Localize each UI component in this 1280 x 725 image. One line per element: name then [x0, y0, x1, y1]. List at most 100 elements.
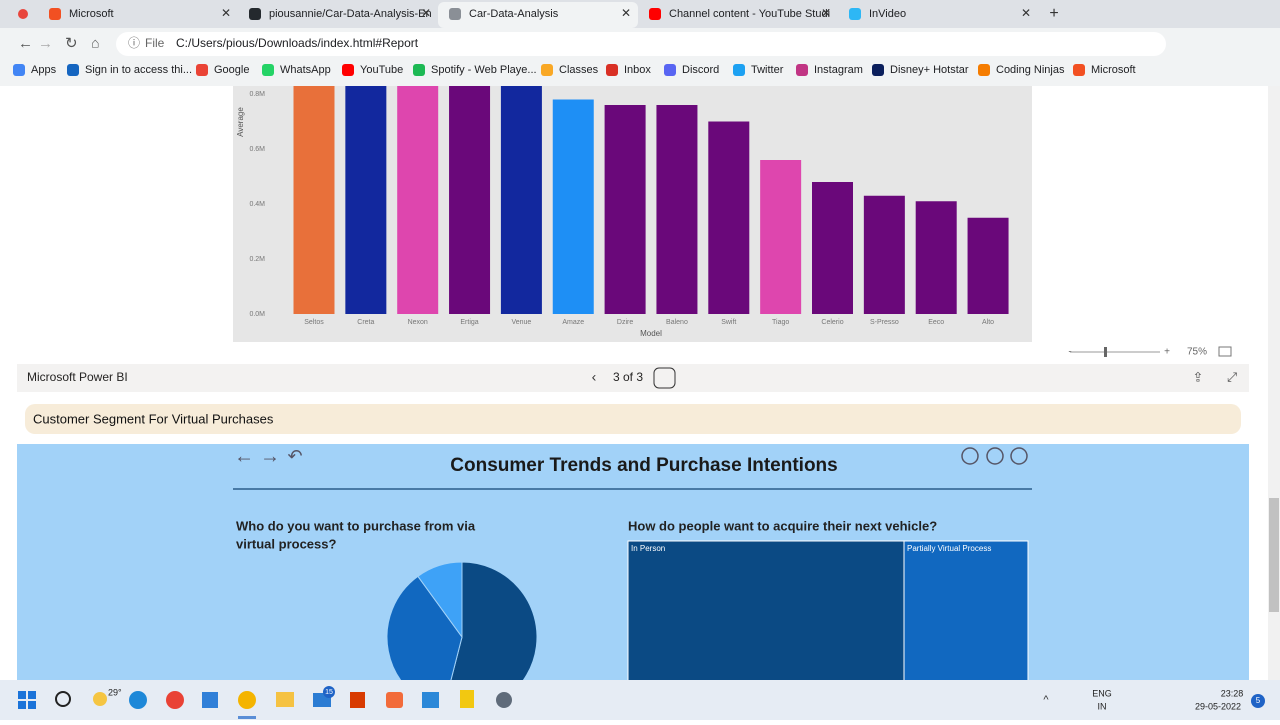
bookmark[interactable]: Microsoft [1091, 64, 1136, 76]
start[interactable] [18, 691, 36, 709]
zoom-in[interactable]: + [1164, 347, 1170, 358]
chrome[interactable] [166, 691, 184, 709]
powerbi[interactable] [460, 690, 474, 708]
bar[interactable] [397, 78, 439, 315]
bookmark-icon [796, 64, 808, 76]
nav-back[interactable]: ← [234, 445, 254, 467]
bar[interactable] [293, 67, 335, 315]
tab-title[interactable]: Microsoft [69, 8, 114, 20]
bookmark-icon [342, 64, 354, 76]
omnibox[interactable] [116, 32, 1166, 56]
pie-slice[interactable] [417, 561, 463, 639]
bookmark[interactable]: Apps [31, 64, 57, 76]
home[interactable]: ⌂ [91, 35, 99, 51]
todo[interactable] [202, 692, 218, 708]
address[interactable]: C:/Users/pious/Downloads/index.html#Repo… [176, 36, 419, 50]
bookmark[interactable]: Inbox [624, 64, 651, 76]
bookmark[interactable]: Spotify - Web Playe... [431, 64, 537, 76]
prev-page[interactable]: ‹ [592, 369, 597, 385]
tab-favicon [249, 8, 261, 20]
x-tick-label: Venue [511, 319, 531, 326]
bookmark-icon [541, 64, 553, 76]
btn-help[interactable] [1010, 447, 1028, 465]
tab-close[interactable]: ✕ [421, 6, 431, 20]
bookmark[interactable]: Instagram [814, 64, 863, 76]
new-tab[interactable]: + [1049, 5, 1058, 22]
nav-forward[interactable]: → [260, 445, 280, 467]
share[interactable]: ⇪ [1193, 369, 1204, 384]
weather-icon [93, 692, 107, 706]
pbi-brand: Microsoft Power BI [27, 370, 128, 384]
tab-close[interactable]: ✕ [621, 6, 631, 20]
chrome-active[interactable] [238, 691, 256, 709]
bar[interactable] [708, 121, 750, 315]
tab-close[interactable]: ✕ [221, 6, 231, 20]
store[interactable] [422, 692, 439, 708]
bookmark[interactable]: Sign in to access thi... [85, 64, 192, 76]
x-tick-label: Seltos [304, 319, 324, 326]
report-title: Consumer Trends and Purchase Intentions [450, 455, 837, 476]
tray-up[interactable]: ^ [1043, 694, 1049, 706]
x-tick-label: Celerio [821, 319, 843, 326]
active-tab[interactable] [438, 2, 638, 28]
bar[interactable] [552, 99, 594, 315]
bar[interactable] [863, 195, 905, 314]
app-orange[interactable] [386, 692, 403, 708]
bar[interactable] [656, 105, 698, 314]
tab-close[interactable]: ✕ [821, 6, 831, 20]
bar[interactable] [967, 217, 1009, 314]
reload[interactable]: ↻ [65, 35, 78, 52]
fullscreen[interactable]: ⤢ [1227, 369, 1237, 384]
next-page[interactable] [653, 367, 676, 389]
bookmark-icon [13, 64, 25, 76]
pie-slice[interactable] [386, 575, 463, 709]
tab-title[interactable]: Channel content - YouTube Studi [669, 8, 830, 20]
zoom-handle[interactable] [1104, 347, 1107, 357]
office[interactable] [350, 692, 365, 708]
region: IN [1098, 701, 1107, 711]
zoom-out[interactable]: - [1068, 347, 1071, 358]
fit-page[interactable] [1218, 346, 1232, 357]
bookmark[interactable]: YouTube [360, 64, 403, 76]
btn-info[interactable] [986, 447, 1004, 465]
bookmark[interactable]: Disney+ Hotstar [890, 64, 969, 76]
bar[interactable] [345, 72, 387, 314]
bookmark-icon [872, 64, 884, 76]
treemap-tile[interactable] [627, 540, 905, 701]
search[interactable] [55, 691, 71, 707]
pie-slice[interactable] [443, 561, 538, 712]
bar[interactable] [500, 83, 542, 314]
edge[interactable] [129, 691, 147, 709]
tab-title[interactable]: InVideo [869, 8, 906, 20]
scroll-thumb[interactable] [1269, 498, 1279, 612]
bar[interactable] [760, 160, 802, 314]
notifications[interactable]: 5 [1256, 696, 1261, 705]
btn-back[interactable] [961, 447, 979, 465]
tab-title[interactable]: Car-Data-Analysis [469, 8, 559, 20]
bar[interactable] [604, 105, 646, 314]
bar[interactable] [812, 182, 853, 314]
active-indicator [238, 716, 256, 719]
bookmark[interactable]: Twitter [751, 64, 784, 76]
tab-favicon [849, 8, 861, 20]
treemap-tile[interactable] [903, 540, 1029, 701]
bar[interactable] [915, 201, 957, 314]
tab-title[interactable]: piousannie/Car-Data-Analysis-En [269, 8, 432, 20]
bar[interactable] [449, 80, 491, 314]
nav-reset[interactable]: ↶ [287, 446, 302, 466]
treemap-label: Partially Virtual Process [907, 544, 991, 553]
explorer[interactable] [276, 692, 294, 707]
forward[interactable]: → [38, 35, 53, 52]
bookmark[interactable]: Classes [559, 64, 599, 76]
back[interactable]: ← [18, 35, 33, 52]
bookmark[interactable]: Discord [682, 64, 719, 76]
bookmark[interactable]: Google [214, 64, 249, 76]
bookmark[interactable]: Coding Ninjas [996, 64, 1065, 76]
bookmark[interactable]: WhatsApp [280, 64, 331, 76]
bookmark-icon [67, 64, 79, 76]
pie-title: Who do you want to purchase from via [236, 518, 476, 533]
tab-close[interactable]: ✕ [1021, 6, 1031, 20]
settings[interactable] [496, 692, 512, 708]
y-tick-label: 0.2M [249, 256, 265, 263]
x-tick-label: Ertiga [460, 319, 478, 326]
